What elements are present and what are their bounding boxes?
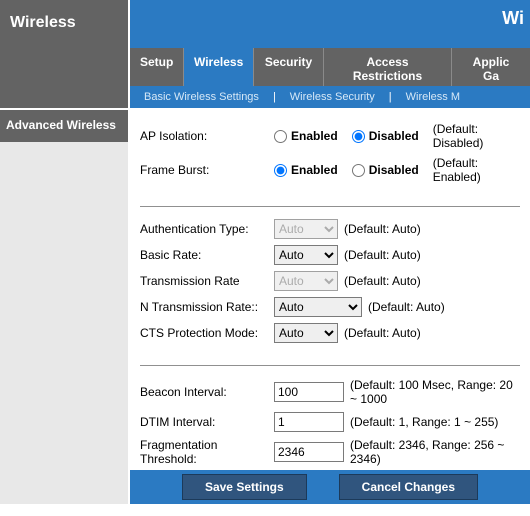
tab-setup[interactable]: Setup (130, 48, 184, 86)
tx-rate-select[interactable]: Auto (274, 271, 338, 291)
ap-isolation-disabled-radio[interactable] (352, 130, 365, 143)
dtim-label: DTIM Interval: (140, 415, 274, 429)
tab-applications[interactable]: Applic Ga (452, 48, 530, 86)
section-title: Wireless (0, 0, 128, 48)
subnav-wireless-mac[interactable]: Wireless M (392, 91, 474, 103)
cancel-button[interactable]: Cancel Changes (339, 474, 478, 500)
beacon-label: Beacon Interval: (140, 385, 274, 399)
frag-hint: (Default: 2346, Range: 256 ~ 2346) (350, 438, 520, 466)
basic-rate-hint: (Default: Auto) (344, 248, 421, 262)
enabled-text: Enabled (291, 163, 338, 177)
auth-type-hint: (Default: Auto) (344, 222, 421, 236)
enabled-text: Enabled (291, 129, 338, 143)
tab-access-restrictions[interactable]: Access Restrictions (324, 48, 452, 86)
disabled-text: Disabled (369, 163, 419, 177)
ap-isolation-label: AP Isolation: (140, 129, 274, 143)
frame-burst-label: Frame Burst: (140, 163, 274, 177)
tx-rate-hint: (Default: Auto) (344, 274, 421, 288)
ap-isolation-enabled-radio[interactable] (274, 130, 287, 143)
auth-type-select[interactable]: Auto (274, 219, 338, 239)
cts-mode-select[interactable]: Auto (274, 323, 338, 343)
page-title: Wi (128, 0, 530, 48)
button-row-spacer (0, 468, 128, 504)
n-tx-rate-hint: (Default: Auto) (368, 300, 445, 314)
frame-burst-hint: (Default: Enabled) (433, 156, 520, 184)
button-bar: Save Settings Cancel Changes (128, 468, 530, 504)
tab-wireless[interactable]: Wireless (184, 48, 254, 86)
beacon-input[interactable] (274, 382, 344, 402)
separator (140, 206, 520, 207)
tab-app-line1: Applic (473, 55, 510, 69)
ap-isolation-disabled[interactable]: Disabled (352, 129, 419, 143)
main-nav: Setup Wireless Security Access Restricti… (128, 48, 530, 86)
nav-spacer (0, 48, 128, 86)
dtim-hint: (Default: 1, Range: 1 ~ 255) (350, 415, 498, 429)
tab-security[interactable]: Security (254, 48, 324, 86)
basic-rate-label: Basic Rate: (140, 248, 274, 262)
tx-rate-label: Transmission Rate (140, 274, 274, 288)
subnav-basic-settings[interactable]: Basic Wireless Settings (130, 91, 273, 103)
save-button[interactable]: Save Settings (182, 474, 307, 500)
frame-burst-enabled-radio[interactable] (274, 164, 287, 177)
frag-label: Fragmentation Threshold: (140, 438, 274, 466)
ap-isolation-enabled[interactable]: Enabled (274, 129, 338, 143)
frame-burst-disabled-radio[interactable] (352, 164, 365, 177)
beacon-hint: (Default: 100 Msec, Range: 20 ~ 1000 (350, 378, 520, 406)
n-tx-rate-label: N Transmission Rate:: (140, 300, 274, 314)
main-panel: AP Isolation: Enabled Disabled (Default:… (128, 108, 530, 468)
disabled-text: Disabled (369, 129, 419, 143)
frame-burst-disabled[interactable]: Disabled (352, 163, 419, 177)
subnav-spacer (0, 86, 128, 108)
cts-mode-label: CTS Protection Mode: (140, 326, 274, 340)
dtim-input[interactable] (274, 412, 344, 432)
n-tx-rate-select[interactable]: Auto (274, 297, 362, 317)
sidebar: Advanced Wireless (0, 108, 128, 468)
ap-isolation-hint: (Default: Disabled) (433, 122, 520, 150)
tab-app-line2: Ga (483, 69, 499, 83)
auth-type-label: Authentication Type: (140, 222, 274, 236)
frag-input[interactable] (274, 442, 344, 462)
separator (140, 365, 520, 366)
sidebar-item-advanced-wireless[interactable]: Advanced Wireless (0, 108, 128, 142)
cts-mode-hint: (Default: Auto) (344, 326, 421, 340)
sub-nav: Basic Wireless Settings | Wireless Secur… (128, 86, 530, 108)
frame-burst-enabled[interactable]: Enabled (274, 163, 338, 177)
basic-rate-select[interactable]: Auto (274, 245, 338, 265)
subnav-wireless-security[interactable]: Wireless Security (276, 91, 389, 103)
